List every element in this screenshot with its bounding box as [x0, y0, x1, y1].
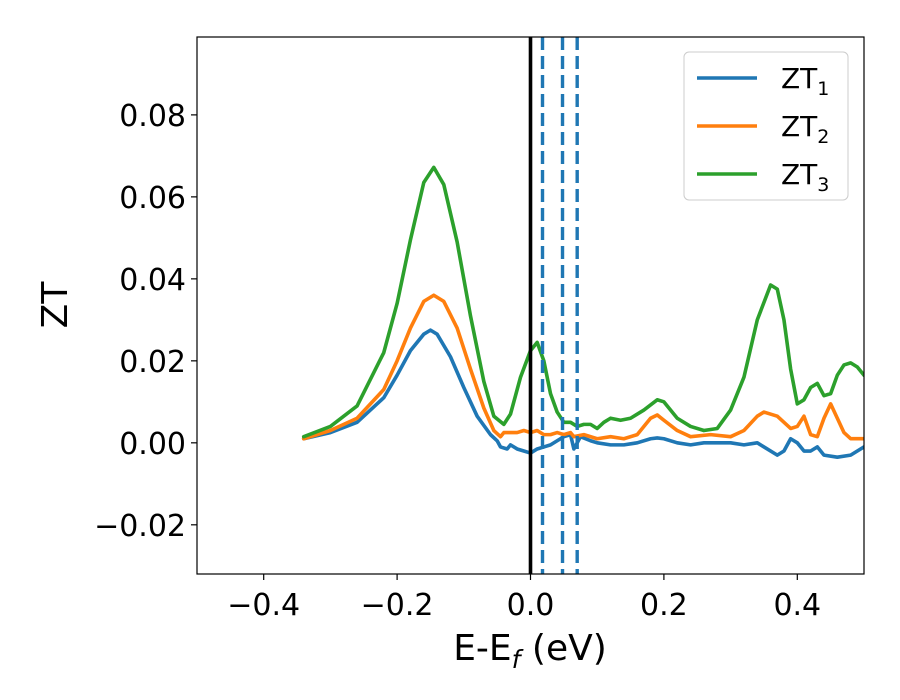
y-tick-label-0: −0.02 [94, 509, 186, 544]
series-line-1 [301, 328, 864, 459]
x-tick-label-2: 0.0 [507, 588, 555, 623]
legend: ZT1 ZT2 ZT3 [683, 51, 849, 201]
x-axis: −0.4 −0.2 0.0 0.2 0.4 [227, 574, 821, 623]
x-axis-title: E-Ef (eV) [453, 628, 607, 674]
x-axis-title-main: E-E [453, 628, 511, 669]
x-axis-title-suffix: (eV) [520, 628, 606, 669]
y-axis-title: ZT [35, 281, 76, 329]
x-tick-label-4: 0.4 [773, 588, 821, 623]
y-axis: −0.02 0.00 0.02 0.04 0.06 0.08 [94, 99, 197, 544]
series-lines [301, 165, 864, 459]
y-tick-label-4: 0.06 [119, 181, 186, 216]
vertical-reference-lines [528, 37, 579, 574]
y-tick-label-1: 0.00 [119, 427, 186, 462]
legend-label-2: ZT2 [781, 110, 829, 148]
x-tick-label-1: −0.2 [361, 588, 434, 623]
y-tick-label-3: 0.04 [119, 263, 186, 298]
legend-label-1: ZT1 [781, 62, 829, 100]
legend-box [683, 51, 849, 201]
legend-label-3: ZT3 [781, 158, 829, 196]
y-tick-label-5: 0.08 [119, 99, 186, 134]
x-tick-label-0: −0.4 [227, 588, 300, 623]
series-line-3 [301, 165, 864, 439]
series-line-2 [301, 293, 864, 441]
y-tick-label-2: 0.02 [119, 345, 186, 380]
x-tick-label-3: 0.2 [640, 588, 688, 623]
